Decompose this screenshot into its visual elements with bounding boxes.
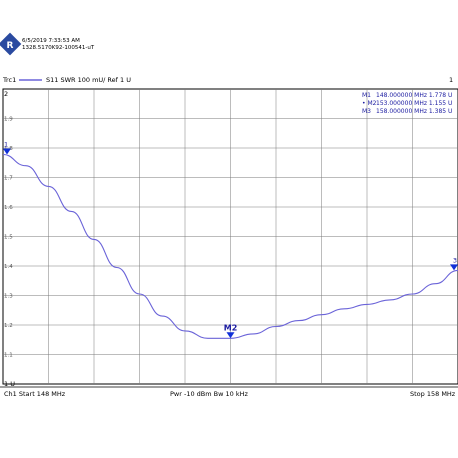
- marker-2-plot-label: M2: [224, 323, 238, 332]
- y-tick-label: 2: [4, 90, 8, 98]
- device-serial: 1328.5170K92-100541-uT: [22, 45, 95, 51]
- y-tick-label: 1.2: [4, 323, 13, 329]
- marker-row-1-id: M1: [362, 92, 371, 99]
- marker-row-3-id: M3: [362, 108, 371, 115]
- marker-1-plot-label: 1: [4, 140, 8, 148]
- y-tick-label: 1.9: [4, 117, 13, 123]
- marker-2-triangle-icon[interactable]: [226, 332, 235, 339]
- y-tick-label: 1.4: [4, 264, 13, 270]
- rs-logo-icon: R: [0, 32, 22, 56]
- marker-row-2-value: 153.000000 MHz 1.155 U: [376, 100, 452, 107]
- trace-description[interactable]: S11 SWR 100 mU/ Ref 1 U: [46, 76, 131, 84]
- y-tick-label: 1.3: [4, 294, 13, 300]
- footer-stop: Stop 158 MHz: [410, 390, 456, 398]
- y-tick-label: 1.6: [4, 205, 13, 211]
- footer-mid: Pwr -10 dBm Bw 10 kHz: [170, 390, 248, 398]
- footer-start: Ch1 Start 148 MHz: [4, 390, 66, 398]
- y-tick-label: 1 U: [4, 380, 15, 388]
- y-tick-label: 1.7: [4, 176, 13, 182]
- marker-3-plot-label: 3: [453, 256, 457, 264]
- y-tick-label: 1.5: [4, 235, 13, 241]
- marker-row-3-value: 158.000000 MHz 1.385 U: [376, 108, 452, 115]
- svg-text:R: R: [7, 41, 14, 51]
- trace-markers: 1 M2 3: [3, 140, 458, 339]
- marker-table: M1 148.000000 MHz 1.778 U• M2 153.000000 M…: [362, 92, 452, 115]
- trace-label[interactable]: Trc1: [2, 76, 16, 84]
- s11-swr-trace: [2, 153, 458, 339]
- marker-row-1-value: 148.000000 MHz 1.778 U: [376, 92, 452, 99]
- grid: [3, 89, 458, 384]
- marker-3-triangle-icon[interactable]: [450, 264, 458, 271]
- marker-row-2-id: • M2: [362, 100, 377, 107]
- marker-1-triangle-icon[interactable]: [3, 148, 11, 155]
- timestamp: 6/5/2019 7:33:53 AM: [22, 38, 80, 44]
- window-number: 1: [449, 76, 453, 84]
- y-tick-label: 1.1: [4, 353, 13, 359]
